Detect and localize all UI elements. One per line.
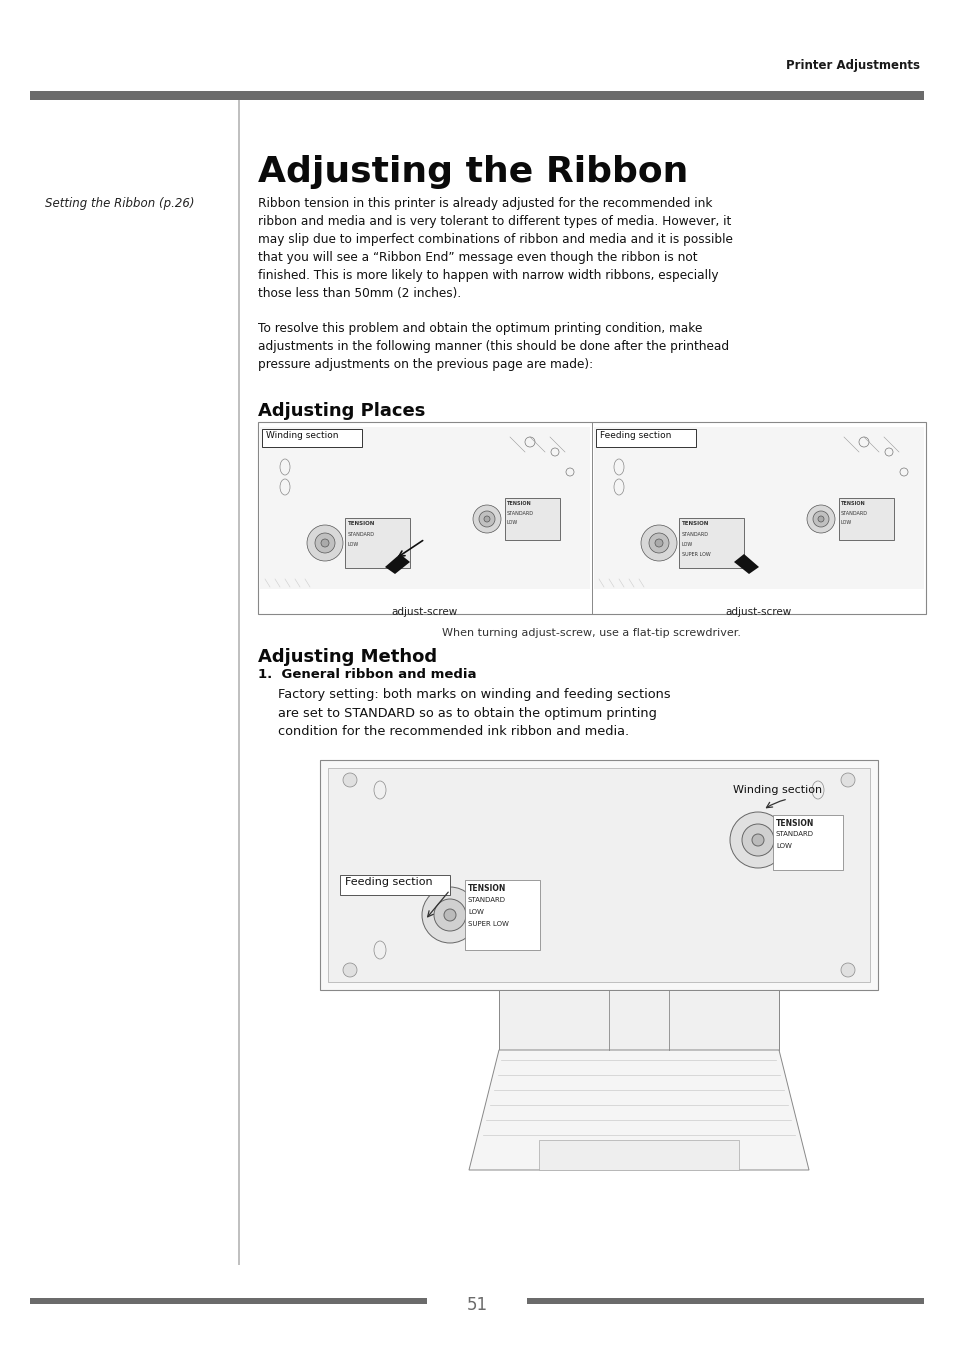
Text: Printer Adjustments: Printer Adjustments <box>785 59 919 71</box>
Circle shape <box>741 824 773 856</box>
Text: LOW: LOW <box>348 542 359 547</box>
Bar <box>679 518 743 568</box>
Bar <box>594 427 923 589</box>
Text: TENSION: TENSION <box>681 520 709 526</box>
Text: STANDARD: STANDARD <box>775 830 813 837</box>
Bar <box>504 497 559 541</box>
Text: Factory setting: both marks on winding and feeding sections
are set to STANDARD : Factory setting: both marks on winding a… <box>277 687 670 737</box>
Text: Winding section: Winding section <box>266 431 338 439</box>
Bar <box>30 92 923 100</box>
Text: Winding section: Winding section <box>732 785 821 795</box>
Bar <box>464 880 539 950</box>
Bar <box>237 100 240 1264</box>
Circle shape <box>434 899 465 931</box>
Bar <box>339 875 450 895</box>
Text: Setting the Ribbon (p.26): Setting the Ribbon (p.26) <box>45 197 194 210</box>
Circle shape <box>320 539 329 547</box>
Text: TENSION: TENSION <box>841 501 864 506</box>
Text: SUPER LOW: SUPER LOW <box>681 551 710 557</box>
Text: TENSION: TENSION <box>506 501 531 506</box>
Text: To resolve this problem and obtain the optimum printing condition, make
adjustme: To resolve this problem and obtain the o… <box>257 322 728 371</box>
Text: STANDARD: STANDARD <box>681 532 708 537</box>
Circle shape <box>729 811 785 868</box>
Bar <box>260 427 589 589</box>
Circle shape <box>343 962 356 977</box>
Circle shape <box>655 539 662 547</box>
Circle shape <box>307 524 343 561</box>
Text: Adjusting Places: Adjusting Places <box>257 402 425 421</box>
Text: STANDARD: STANDARD <box>348 532 375 537</box>
Circle shape <box>343 772 356 787</box>
Text: 1.  General ribbon and media: 1. General ribbon and media <box>257 669 476 681</box>
Text: adjust-screw: adjust-screw <box>392 607 457 617</box>
Bar <box>319 760 877 989</box>
Bar <box>345 518 410 568</box>
Text: LOW: LOW <box>775 842 791 849</box>
Circle shape <box>478 511 495 527</box>
Text: LOW: LOW <box>506 520 517 524</box>
Circle shape <box>648 532 668 553</box>
Circle shape <box>751 834 763 847</box>
Bar <box>538 1140 739 1170</box>
Polygon shape <box>469 1050 808 1170</box>
Circle shape <box>421 887 477 944</box>
Text: LOW: LOW <box>468 909 483 915</box>
Circle shape <box>473 506 500 532</box>
Bar <box>772 816 842 869</box>
Bar <box>596 429 696 448</box>
Text: Adjusting the Ribbon: Adjusting the Ribbon <box>257 155 688 189</box>
Polygon shape <box>385 554 410 574</box>
Text: 51: 51 <box>466 1295 487 1314</box>
Text: When turning adjust-screw, use a flat-tip screwdriver.: When turning adjust-screw, use a flat-ti… <box>442 628 740 638</box>
Circle shape <box>817 516 823 522</box>
Text: LOW: LOW <box>841 520 851 524</box>
Text: LOW: LOW <box>681 542 693 547</box>
Text: adjust-screw: adjust-screw <box>725 607 791 617</box>
Text: Feeding section: Feeding section <box>599 431 671 439</box>
Circle shape <box>483 516 490 522</box>
Circle shape <box>841 962 854 977</box>
Bar <box>328 768 869 981</box>
Bar <box>526 1298 923 1304</box>
Text: STANDARD: STANDARD <box>506 511 534 516</box>
Bar <box>838 497 893 541</box>
Circle shape <box>841 772 854 787</box>
Bar <box>262 429 361 448</box>
Text: TENSION: TENSION <box>775 820 814 828</box>
Text: Ribbon tension in this printer is already adjusted for the recommended ink
ribbo: Ribbon tension in this printer is alread… <box>257 197 732 301</box>
Text: STANDARD: STANDARD <box>468 896 505 903</box>
Circle shape <box>806 506 834 532</box>
Text: TENSION: TENSION <box>348 520 375 526</box>
Circle shape <box>443 909 456 921</box>
Bar <box>498 989 779 1050</box>
Circle shape <box>314 532 335 553</box>
Text: SUPER LOW: SUPER LOW <box>468 921 508 927</box>
Bar <box>30 1298 427 1304</box>
Text: TENSION: TENSION <box>468 884 506 892</box>
Polygon shape <box>733 554 759 574</box>
Circle shape <box>812 511 828 527</box>
Bar <box>257 422 925 613</box>
Circle shape <box>640 524 677 561</box>
Text: Feeding section: Feeding section <box>345 878 432 887</box>
Text: Adjusting Method: Adjusting Method <box>257 648 436 666</box>
Text: STANDARD: STANDARD <box>841 511 867 516</box>
